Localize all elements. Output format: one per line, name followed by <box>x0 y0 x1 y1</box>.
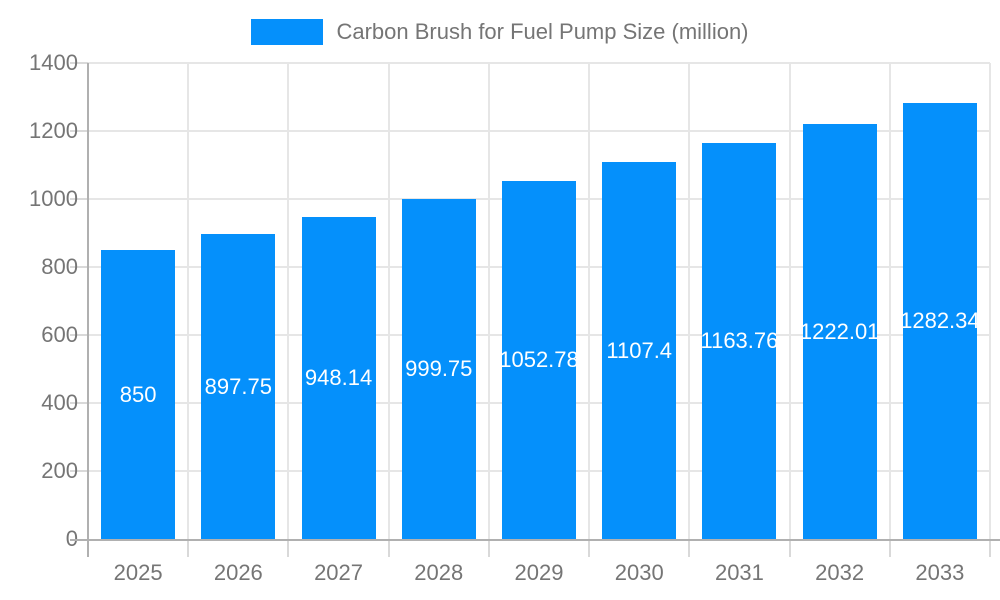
bar-value-label: 999.75 <box>405 356 473 381</box>
x-axis-line <box>70 539 1000 541</box>
x-axis-tick-label: 2025 <box>113 560 163 585</box>
y-axis-tick-label: 1400 <box>29 50 78 75</box>
y-gridline <box>88 130 990 132</box>
y-tick-mark <box>70 402 88 404</box>
y-tick-mark <box>70 130 88 132</box>
bar[interactable]: 1222.01 <box>802 124 877 539</box>
legend-label: Carbon Brush for Fuel Pump Size (million… <box>336 19 749 44</box>
x-gridline <box>588 63 591 539</box>
legend-swatch <box>251 19 324 45</box>
y-axis-tick-label: 400 <box>41 390 78 415</box>
bar[interactable]: 948.14 <box>301 217 376 539</box>
x-axis-tick-label: 2032 <box>815 560 865 585</box>
x-tick-mark <box>788 539 791 557</box>
bar-value-label: 850 <box>119 381 157 407</box>
y-tick-mark <box>70 334 88 336</box>
x-axis-tick-label: 2027 <box>314 560 364 585</box>
y-tick-mark <box>70 198 88 200</box>
x-tick-mark <box>688 539 691 557</box>
legend[interactable]: Carbon Brush for Fuel Pump Size (million… <box>0 17 1000 47</box>
x-gridline <box>788 63 791 539</box>
x-axis-tick-label: 2033 <box>915 560 965 585</box>
bar[interactable]: 1163.76 <box>702 143 777 539</box>
y-axis-tick-label: 600 <box>41 322 78 347</box>
x-axis-tick-label: 2031 <box>714 560 764 585</box>
bar-value-label: 1052.78 <box>502 347 576 372</box>
x-gridline <box>487 63 490 539</box>
bar[interactable]: 897.75 <box>201 234 276 539</box>
x-tick-mark <box>989 539 991 557</box>
bar-value-label: 1282.34 <box>902 308 977 333</box>
bar[interactable]: 1107.4 <box>602 162 677 539</box>
bar-value-label: 1222.01 <box>802 318 877 344</box>
bar[interactable]: 850 <box>101 250 176 539</box>
bar[interactable]: 1282.34 <box>902 103 977 539</box>
y-axis-tick-label: 0 <box>0 526 78 552</box>
bar-value-label: 1163.76 <box>702 328 777 353</box>
y-tick-mark <box>70 470 88 472</box>
x-gridline <box>888 63 891 539</box>
bar[interactable]: 1052.78 <box>502 181 576 539</box>
bar-value-label: 1107.4 <box>606 337 673 363</box>
x-tick-mark <box>387 539 390 557</box>
y-tick-mark <box>70 62 88 64</box>
y-gridline <box>88 62 990 64</box>
x-tick-mark <box>487 539 490 557</box>
x-gridline <box>187 63 190 539</box>
x-gridline <box>989 63 991 539</box>
x-tick-mark <box>888 539 891 557</box>
bar-value-label: 948.14 <box>304 365 373 390</box>
x-axis-tick-label: 2028 <box>414 560 464 585</box>
x-axis-tick-label: 2030 <box>614 560 664 585</box>
x-axis-tick-label: 2026 <box>213 560 263 585</box>
y-axis-line <box>87 63 89 557</box>
y-axis-tick-label: 1000 <box>29 186 78 211</box>
y-tick-mark <box>70 266 88 268</box>
x-gridline <box>287 63 290 539</box>
x-tick-mark <box>187 539 190 557</box>
x-gridline <box>688 63 691 539</box>
x-tick-mark <box>588 539 591 557</box>
x-gridline <box>387 63 390 539</box>
x-axis-tick-label: 2029 <box>514 560 564 585</box>
bar[interactable]: 999.75 <box>401 199 476 539</box>
y-axis-tick-label: 1200 <box>29 118 78 143</box>
x-tick-mark <box>287 539 290 557</box>
bar-value-label: 897.75 <box>204 373 272 399</box>
y-axis-tick-label: 800 <box>41 254 78 279</box>
y-axis-tick-label: 200 <box>41 458 78 483</box>
